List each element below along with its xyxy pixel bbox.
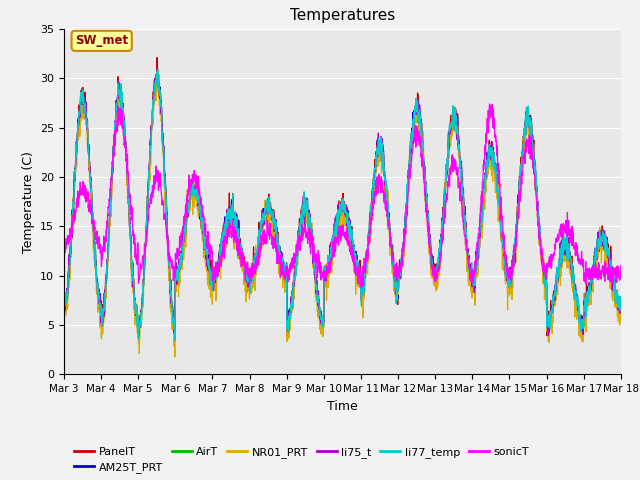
NR01_PRT	[60, 303, 68, 309]
NR01_PRT	[617, 312, 625, 318]
sonicT	[216, 261, 223, 266]
Line: li77_temp: li77_temp	[64, 70, 621, 340]
Line: AirT: AirT	[64, 72, 621, 338]
li77_temp	[568, 261, 576, 266]
AM25T_PRT	[60, 300, 68, 306]
AirT	[617, 300, 625, 306]
Line: PanelT: PanelT	[64, 58, 621, 340]
AirT	[584, 292, 591, 298]
sonicT	[210, 288, 218, 293]
li77_temp	[505, 284, 513, 289]
Y-axis label: Temperature (C): Temperature (C)	[22, 151, 35, 252]
AM25T_PRT	[359, 282, 367, 288]
Title: Temperatures: Temperatures	[290, 9, 395, 24]
AM25T_PRT	[153, 71, 161, 77]
li75_t	[617, 296, 625, 302]
li75_t	[153, 66, 161, 72]
PanelT	[60, 306, 68, 312]
li77_temp	[371, 165, 379, 170]
AM25T_PRT	[568, 266, 576, 272]
li75_t	[371, 166, 379, 172]
sonicT	[359, 275, 367, 280]
AirT	[216, 253, 223, 259]
li75_t	[60, 295, 68, 300]
PanelT	[584, 290, 591, 296]
AirT	[60, 300, 68, 306]
PanelT	[216, 252, 223, 257]
NR01_PRT	[584, 300, 591, 306]
li75_t	[568, 266, 576, 272]
Line: NR01_PRT: NR01_PRT	[64, 69, 621, 357]
NR01_PRT	[505, 291, 513, 297]
li75_t	[216, 254, 223, 260]
li75_t	[505, 284, 513, 290]
sonicT	[371, 192, 379, 198]
li77_temp	[172, 337, 179, 343]
NR01_PRT	[568, 285, 576, 291]
li77_temp	[216, 252, 223, 257]
Line: li75_t: li75_t	[64, 69, 621, 340]
li77_temp	[154, 67, 161, 72]
AirT	[359, 285, 367, 291]
Line: sonicT: sonicT	[64, 104, 621, 290]
sonicT	[505, 276, 513, 281]
li77_temp	[359, 281, 367, 287]
PanelT	[359, 274, 367, 279]
NR01_PRT	[154, 66, 162, 72]
sonicT	[486, 101, 493, 107]
li77_temp	[60, 302, 68, 308]
sonicT	[568, 224, 576, 229]
NR01_PRT	[171, 354, 179, 360]
X-axis label: Time: Time	[327, 400, 358, 413]
sonicT	[584, 265, 591, 271]
li77_temp	[617, 305, 625, 311]
AM25T_PRT	[505, 280, 513, 286]
AirT	[568, 265, 576, 271]
sonicT	[60, 238, 68, 243]
PanelT	[371, 169, 379, 175]
AM25T_PRT	[584, 284, 591, 289]
AirT	[153, 70, 161, 75]
AM25T_PRT	[617, 300, 625, 305]
AirT	[172, 335, 179, 341]
AirT	[371, 167, 379, 173]
NR01_PRT	[359, 306, 367, 312]
li75_t	[359, 289, 367, 295]
NR01_PRT	[371, 178, 379, 184]
PanelT	[172, 337, 179, 343]
PanelT	[617, 302, 625, 308]
li75_t	[584, 289, 591, 295]
sonicT	[617, 263, 625, 268]
PanelT	[568, 266, 576, 272]
Legend: PanelT, AM25T_PRT, AirT, NR01_PRT, li75_t, li77_temp, sonicT: PanelT, AM25T_PRT, AirT, NR01_PRT, li75_…	[70, 442, 533, 478]
li77_temp	[584, 289, 591, 295]
NR01_PRT	[216, 263, 223, 269]
AirT	[505, 281, 513, 287]
PanelT	[505, 281, 513, 287]
Text: SW_met: SW_met	[75, 35, 128, 48]
AM25T_PRT	[216, 252, 223, 257]
AM25T_PRT	[371, 164, 379, 169]
PanelT	[153, 55, 161, 60]
Line: AM25T_PRT: AM25T_PRT	[64, 74, 621, 339]
li75_t	[172, 337, 179, 343]
AM25T_PRT	[172, 336, 179, 342]
